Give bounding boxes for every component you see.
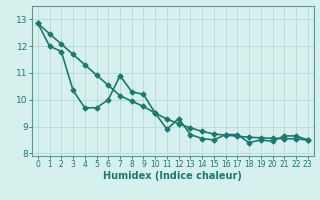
X-axis label: Humidex (Indice chaleur): Humidex (Indice chaleur) [103, 171, 242, 181]
